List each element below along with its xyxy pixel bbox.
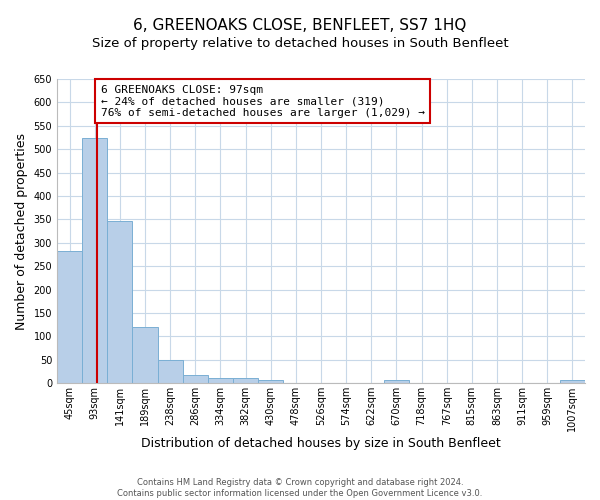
Bar	[384, 380, 409, 384]
Bar	[183, 376, 208, 384]
Y-axis label: Number of detached properties: Number of detached properties	[15, 132, 28, 330]
Text: Size of property relative to detached houses in South Benfleet: Size of property relative to detached ho…	[92, 38, 508, 51]
Bar	[133, 327, 158, 384]
Bar	[233, 378, 258, 384]
Bar	[258, 380, 283, 384]
Bar	[158, 360, 183, 384]
Text: Contains HM Land Registry data © Crown copyright and database right 2024.
Contai: Contains HM Land Registry data © Crown c…	[118, 478, 482, 498]
X-axis label: Distribution of detached houses by size in South Benfleet: Distribution of detached houses by size …	[141, 437, 501, 450]
Bar	[560, 380, 585, 384]
Bar	[107, 221, 133, 384]
Text: 6 GREENOAKS CLOSE: 97sqm
← 24% of detached houses are smaller (319)
76% of semi-: 6 GREENOAKS CLOSE: 97sqm ← 24% of detach…	[101, 84, 425, 118]
Bar	[208, 378, 233, 384]
Bar	[82, 138, 107, 384]
Bar	[57, 251, 82, 384]
Text: 6, GREENOAKS CLOSE, BENFLEET, SS7 1HQ: 6, GREENOAKS CLOSE, BENFLEET, SS7 1HQ	[133, 18, 467, 32]
